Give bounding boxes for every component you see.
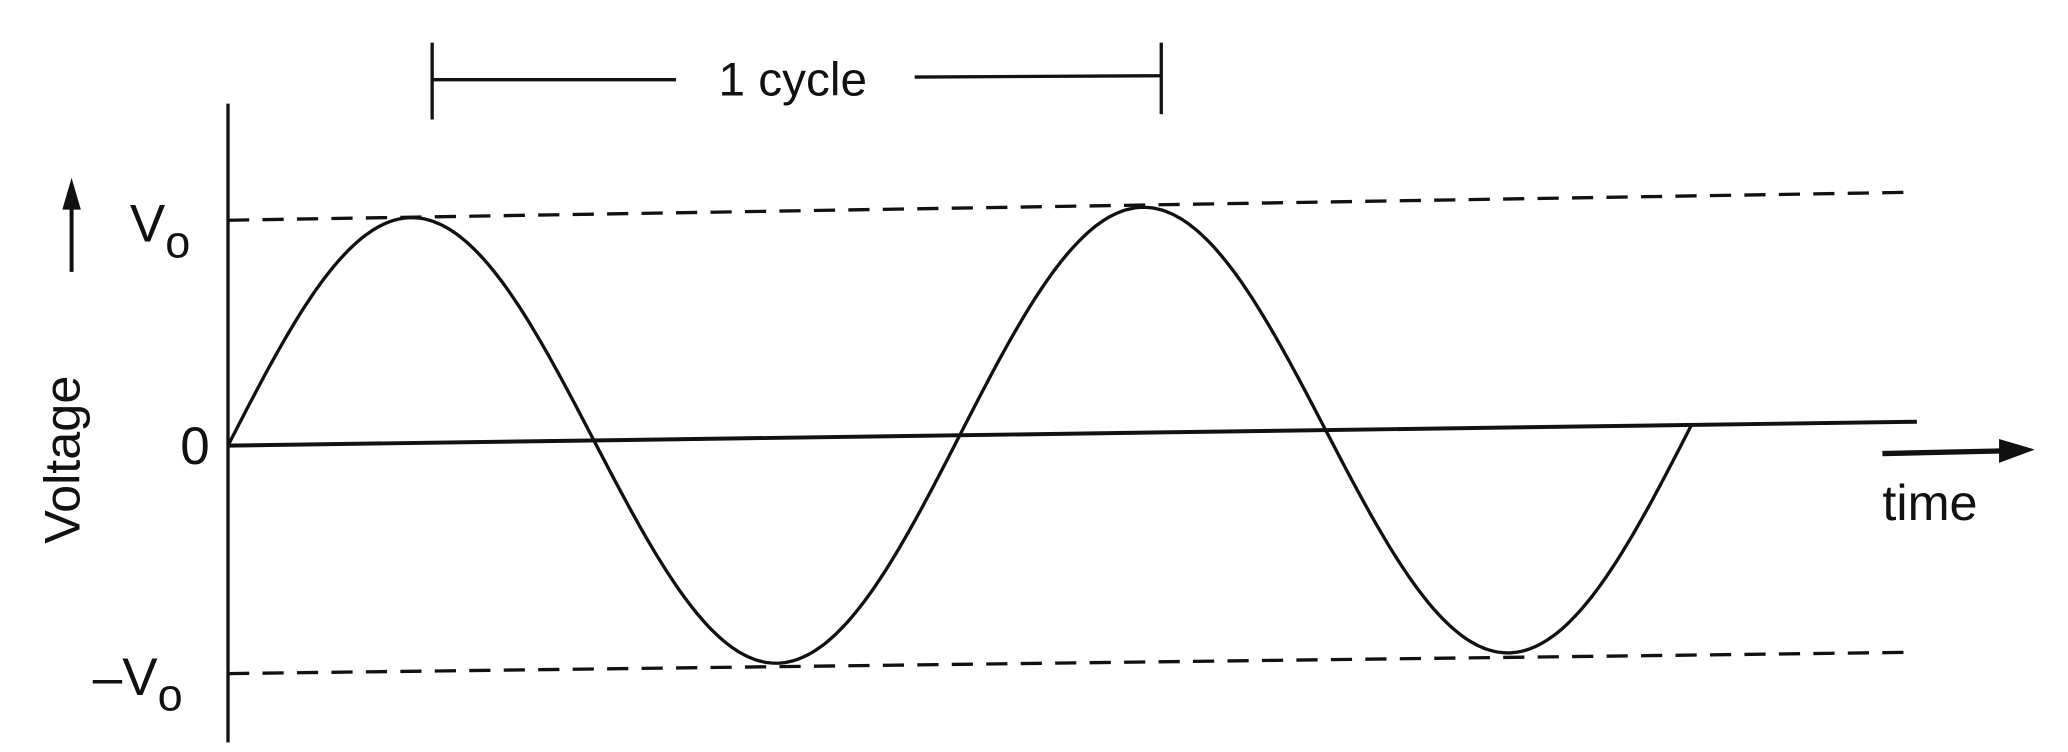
peak-voltage-label: Vo — [130, 194, 190, 267]
negative-peak-voltage-label: –Vo — [93, 648, 183, 721]
y-axis-label: Voltage — [34, 376, 91, 544]
cycle-bracket — [430, 42, 1163, 120]
cycle-label: 1 cycle — [718, 54, 867, 107]
x-axis-label: time — [1882, 474, 1977, 531]
zero-line — [227, 419, 1917, 448]
sine-wave — [226, 205, 1693, 665]
arrow-right-icon — [1882, 438, 2035, 463]
peak-level-dashed-line — [227, 190, 1904, 222]
arrow-up-icon — [62, 177, 81, 272]
trough-level-dashed-line — [227, 650, 1904, 676]
zero-label: 0 — [180, 417, 210, 476]
